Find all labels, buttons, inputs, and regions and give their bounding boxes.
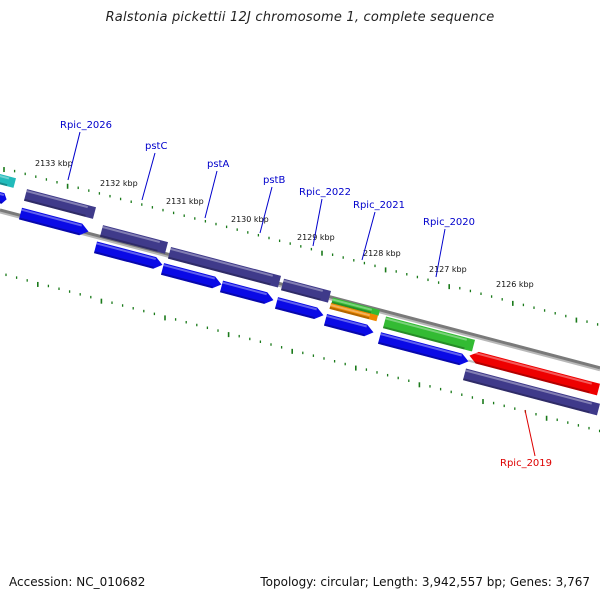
- gene-label[interactable]: Rpic_2026: [60, 120, 112, 131]
- gene-pstc-shadow: [99, 234, 158, 252]
- gene-rpic-2022-green[interactable]: [331, 297, 381, 316]
- cds-arrow-shadow: [18, 217, 80, 236]
- gene-pstc-shape: [99, 225, 168, 254]
- cds-arrow-shadow: [93, 251, 154, 269]
- scale-label: 2129 kbp: [297, 233, 335, 242]
- cds-arrow[interactable]: [0, 190, 8, 205]
- gene-rpic-2019-shape: [469, 351, 600, 396]
- cds-arrow-highlight: [277, 298, 318, 311]
- gene-rpic-2022-green-shadow: [331, 301, 372, 314]
- cds-arrow-shadow: [377, 341, 460, 366]
- scale-label: 2128 kbp: [363, 249, 401, 258]
- cds-arrow-shape: [18, 207, 89, 236]
- gene-rpic-2019-shadow: [467, 359, 590, 394]
- gene-pstb-highlight: [283, 279, 324, 292]
- cds-arrow-shape: [0, 190, 7, 204]
- leader-line: [141, 152, 156, 201]
- cds-arrow-shadow: [323, 323, 365, 337]
- scale-label: 2131 kbp: [166, 197, 204, 206]
- gene-rpic-2019-lower-shadow: [462, 378, 590, 414]
- gene-rpic-2022-orange-highlight: [330, 304, 371, 317]
- scale-label: 2126 kbp: [496, 280, 534, 289]
- cds-arrow-shape: [377, 332, 469, 366]
- gene-rpic-2022-orange-shape: [329, 303, 379, 322]
- scale-label: 2133 kbp: [35, 159, 73, 168]
- leader-line: [204, 170, 218, 219]
- cds-arrow[interactable]: [93, 241, 164, 271]
- gene-label[interactable]: pstB: [263, 175, 285, 186]
- cds-arrow-highlight: [96, 242, 157, 260]
- cds-arrow-shape: [323, 314, 374, 337]
- gene-cyan-shape: [0, 172, 16, 188]
- gene-label[interactable]: pstC: [145, 141, 167, 152]
- gene-rpic-2020[interactable]: [382, 316, 476, 352]
- topology-label: Topology: circular; Length: 3,942,557 bp…: [260, 575, 590, 589]
- gene-rpic-2019-highlight: [470, 350, 593, 385]
- gene-rpic-2022-green-highlight: [332, 298, 373, 311]
- gene-label[interactable]: Rpic_2020: [423, 217, 475, 228]
- scale-label: 2130 kbp: [231, 215, 269, 224]
- gene-label[interactable]: Rpic_2021: [353, 200, 405, 211]
- cds-arrow[interactable]: [377, 332, 470, 367]
- cds-arrow-shape: [160, 263, 222, 289]
- cds-arrow-highlight: [21, 208, 83, 227]
- gene-rpic-2020-highlight: [385, 317, 468, 341]
- gene-psta-shadow: [167, 256, 271, 286]
- cds-arrow[interactable]: [160, 263, 223, 290]
- gene-rpic-2019-lower[interactable]: [462, 368, 600, 416]
- gene-rpic-2022-green-shape: [331, 297, 381, 316]
- cds-arrow-highlight: [163, 264, 216, 280]
- cds-arrow-highlight: [380, 333, 463, 357]
- leader-line: [361, 211, 376, 261]
- map-title: Ralstonia pickettii 12J chromosome 1, co…: [105, 10, 495, 25]
- scale-label: 2127 kbp: [429, 265, 467, 274]
- accession-label: Accession: NC_010682: [9, 575, 146, 589]
- cds-arrow-shape: [219, 280, 274, 304]
- leader-line: [435, 228, 446, 278]
- gene-rpic-2026-shape: [23, 189, 96, 219]
- cds-arrow-shape: [93, 241, 163, 269]
- gene-rpic-2022-orange-shadow: [329, 306, 370, 320]
- gene-psta[interactable]: [167, 246, 282, 288]
- gene-rpic-2020-shadow: [382, 326, 465, 350]
- leader-line: [312, 198, 323, 247]
- cds-arrow[interactable]: [18, 207, 90, 237]
- gene-rpic-2019-lower-highlight: [465, 369, 593, 405]
- cds-arrow-highlight: [326, 314, 368, 328]
- gene-rpic-2019-lower-shape: [462, 368, 600, 416]
- gene-psta-shape: [167, 246, 282, 288]
- leader-line: [524, 409, 536, 457]
- gene-pstc-highlight: [102, 226, 161, 244]
- gene-pstb-shadow: [280, 288, 321, 301]
- cds-arrow-shadow: [219, 290, 265, 304]
- gene-pstc[interactable]: [99, 225, 168, 254]
- cds-arrow-highlight: [222, 281, 268, 296]
- cds-arrow[interactable]: [219, 280, 275, 306]
- gene-cyan-highlight: [0, 173, 10, 180]
- scale-label: 2132 kbp: [100, 179, 138, 188]
- gene-psta-highlight: [170, 247, 274, 277]
- gene-label[interactable]: Rpic_2019: [500, 458, 552, 469]
- cds-arrow-highlight: [0, 191, 5, 197]
- gene-pstb[interactable]: [280, 278, 332, 303]
- gene-rpic-2026[interactable]: [23, 189, 96, 219]
- leader-line: [259, 186, 273, 234]
- cds-arrow[interactable]: [323, 314, 375, 338]
- gene-pstb-shape: [280, 278, 332, 303]
- cds-arrow-shadow: [274, 306, 315, 320]
- gene-rpic-2020-shape: [382, 316, 476, 352]
- gene-label[interactable]: pstA: [207, 159, 229, 170]
- gene-cyan-shadow: [0, 180, 8, 187]
- gene-rpic-2019[interactable]: [467, 350, 600, 396]
- gene-label[interactable]: Rpic_2022: [299, 187, 351, 198]
- gene-rpic-2026-highlight: [26, 190, 89, 209]
- cds-arrow-shape: [274, 297, 324, 320]
- cds-arrow[interactable]: [274, 297, 325, 321]
- leader-line: [67, 131, 81, 181]
- cds-arrow-shadow: [160, 272, 213, 289]
- gene-rpic-2026-shadow: [23, 198, 86, 217]
- gene-rpic-2022-orange[interactable]: [329, 303, 379, 322]
- gene-cyan[interactable]: [0, 172, 16, 188]
